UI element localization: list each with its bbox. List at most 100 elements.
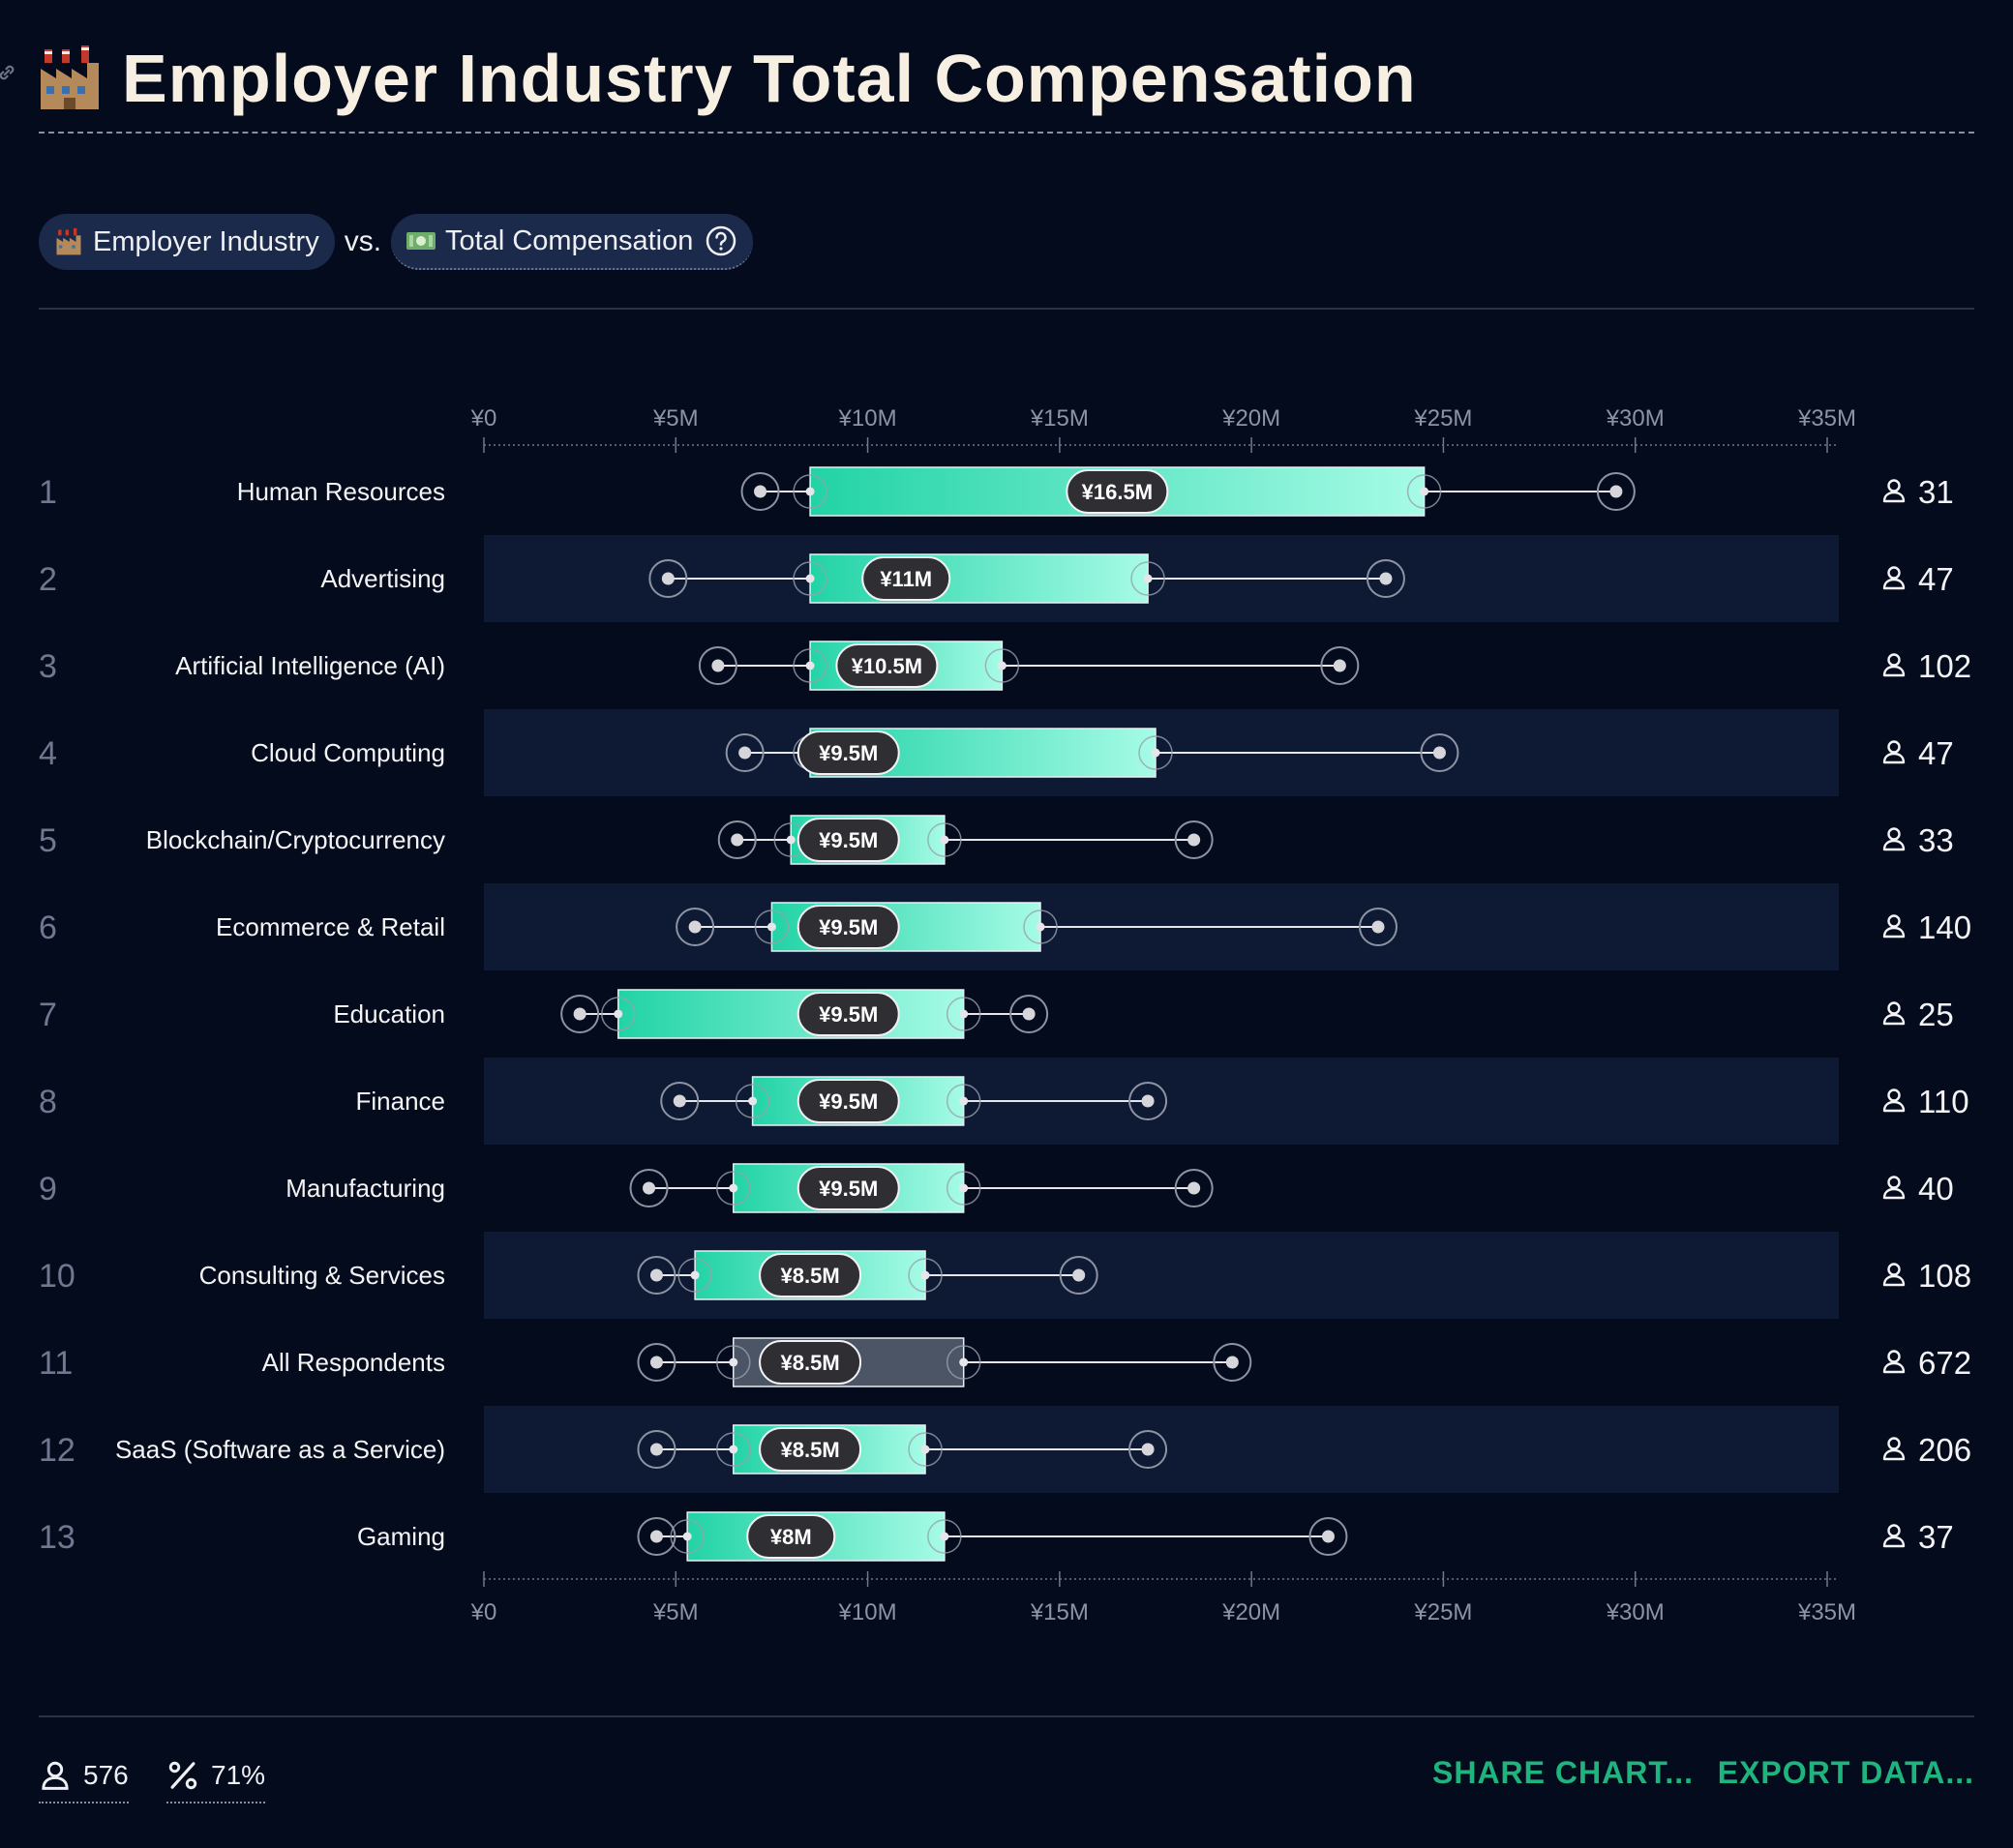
box-row[interactable]: 13 Gaming ¥8M 37: [39, 1511, 1954, 1562]
low-marker: [731, 833, 744, 847]
category-label: Blockchain/Cryptocurrency: [146, 825, 445, 854]
category-label: Cloud Computing: [251, 738, 445, 767]
link-icon[interactable]: [0, 60, 19, 85]
employer-industry-pill[interactable]: Employer Industry: [39, 214, 335, 270]
box-row[interactable]: 5 Blockchain/Cryptocurrency ¥9.5M 33: [39, 815, 1954, 865]
q3-marker: [959, 1183, 969, 1193]
q1-marker-ring: [793, 648, 827, 683]
person-icon: [1882, 1088, 1906, 1113]
box-row[interactable]: 6 Ecommerce & Retail ¥9.5M 140: [39, 902, 1971, 952]
high-marker: [1225, 1356, 1239, 1369]
median-label: ¥9.5M: [819, 1089, 878, 1114]
q3-marker-ring: [946, 1171, 981, 1206]
low-marker-ring: [637, 1256, 676, 1295]
footer-divider: [39, 1715, 1974, 1717]
high-marker: [1432, 746, 1446, 760]
bottom-axis-tick-label: ¥25M: [1413, 1599, 1472, 1625]
q3-marker: [1143, 574, 1153, 583]
respondent-count-label: 140: [1918, 909, 1971, 945]
high-marker-ring: [1596, 472, 1636, 511]
person-icon: [1882, 566, 1906, 590]
rank-label: 2: [39, 561, 57, 598]
high-marker-ring: [1308, 1517, 1348, 1556]
box-row[interactable]: 8 Finance ¥9.5M 110: [39, 1076, 1969, 1126]
box-row[interactable]: 1 Human Resources ¥16.5M 31: [39, 466, 1954, 517]
q1-marker: [729, 1357, 738, 1367]
respondent-count[interactable]: 576: [39, 1751, 129, 1803]
median-badge: [796, 992, 900, 1036]
category-label: Gaming: [357, 1522, 445, 1551]
rank-label: 7: [39, 997, 57, 1033]
median-badge: [759, 1253, 862, 1297]
high-marker-ring: [1174, 1169, 1214, 1207]
q1-marker-ring: [754, 909, 790, 944]
box-row[interactable]: 7 Education ¥9.5M 25: [39, 989, 1954, 1039]
high-marker-ring: [1359, 908, 1398, 946]
top-axis-tick-label: ¥30M: [1606, 405, 1665, 432]
page-title: Employer Industry Total Compensation: [122, 41, 1417, 116]
median-badge: [861, 556, 951, 601]
median-label: ¥8.5M: [781, 1351, 840, 1375]
q3-marker-ring: [1023, 909, 1058, 944]
top-axis-tick-label: ¥5M: [652, 405, 699, 432]
q3-marker-ring: [984, 648, 1020, 683]
q3-marker: [940, 1532, 949, 1541]
bottom-axis-tick-label: ¥35M: [1797, 1599, 1856, 1625]
category-label: Education: [333, 999, 445, 1028]
factory-icon: [41, 45, 99, 109]
median-label: ¥16.5M: [1082, 480, 1153, 504]
low-marker: [673, 1094, 686, 1108]
q1-marker-ring: [716, 1432, 751, 1467]
respondent-count-label: 31: [1918, 474, 1954, 510]
q1-marker: [682, 1532, 692, 1541]
box-row[interactable]: 12 SaaS (Software as a Service) ¥8.5M 206: [39, 1424, 1971, 1475]
high-marker-ring: [1009, 995, 1049, 1033]
q1-marker-ring: [735, 1084, 770, 1118]
q3-marker-ring: [946, 1345, 981, 1380]
low-marker-ring: [717, 820, 757, 859]
category-label: Artificial Intelligence (AI): [175, 651, 445, 680]
box-row[interactable]: 10 Consulting & Services ¥8.5M 108: [39, 1250, 1971, 1300]
q1-marker: [748, 1096, 758, 1106]
share-chart-button[interactable]: SHARE CHART...: [1431, 1755, 1694, 1790]
response-rate[interactable]: 71%: [166, 1751, 266, 1803]
person-icon: [1882, 479, 1906, 503]
q3-marker: [959, 1009, 969, 1019]
respondent-count-label: 110: [1918, 1084, 1969, 1119]
high-marker-ring: [1128, 1082, 1168, 1120]
box-row[interactable]: 4 Cloud Computing ¥9.5M 47: [39, 728, 1954, 778]
rank-label: 9: [39, 1171, 57, 1207]
q3-marker: [1036, 922, 1045, 932]
median-label: ¥10.5M: [852, 654, 922, 678]
box-row[interactable]: 3 Artificial Intelligence (AI) ¥10.5M 102: [39, 641, 1971, 691]
box-plot-chart: ¥0 ¥5M ¥10M ¥15M ¥20M ¥25M ¥30M ¥35M ¥0 ¥5M ¥10M ¥1…: [39, 405, 1971, 1625]
respondent-count-label: 47: [1918, 561, 1954, 597]
box-row[interactable]: 2 Advertising ¥11M 47: [39, 553, 1954, 604]
median-badge: [796, 730, 900, 775]
rank-label: 4: [39, 735, 57, 772]
respondent-count-label: 33: [1918, 822, 1954, 858]
question-circle-icon[interactable]: [705, 224, 737, 257]
median-label: ¥8.5M: [781, 1264, 840, 1288]
median-badge: [759, 1427, 862, 1472]
category-label: All Respondents: [262, 1348, 445, 1377]
median-badge: [796, 1079, 900, 1123]
respondent-count-label: 25: [1918, 997, 1954, 1032]
top-axis-tick-label: ¥25M: [1413, 405, 1472, 432]
total-compensation-pill[interactable]: Total Compensation: [391, 214, 754, 270]
category-label: Consulting & Services: [199, 1261, 445, 1290]
low-marker-ring: [698, 646, 737, 685]
person-icon: [1882, 740, 1906, 764]
high-marker: [1379, 572, 1393, 585]
box-row[interactable]: 9 Manufacturing ¥9.5M 40: [39, 1163, 1954, 1213]
low-marker: [711, 659, 725, 672]
median-badge: [835, 643, 939, 688]
export-data-button[interactable]: EXPORT DATA...: [1717, 1755, 1974, 1790]
box-row[interactable]: 11 All Respondents ¥8.5M 672: [39, 1337, 1971, 1387]
filter-row: Employer Industry vs. Total Compensation: [39, 213, 754, 271]
low-marker-ring: [676, 908, 715, 946]
high-marker-ring: [1213, 1343, 1252, 1382]
filter-divider: [39, 308, 1974, 310]
q3-marker: [920, 1445, 930, 1454]
category-label: Ecommerce & Retail: [216, 912, 445, 941]
